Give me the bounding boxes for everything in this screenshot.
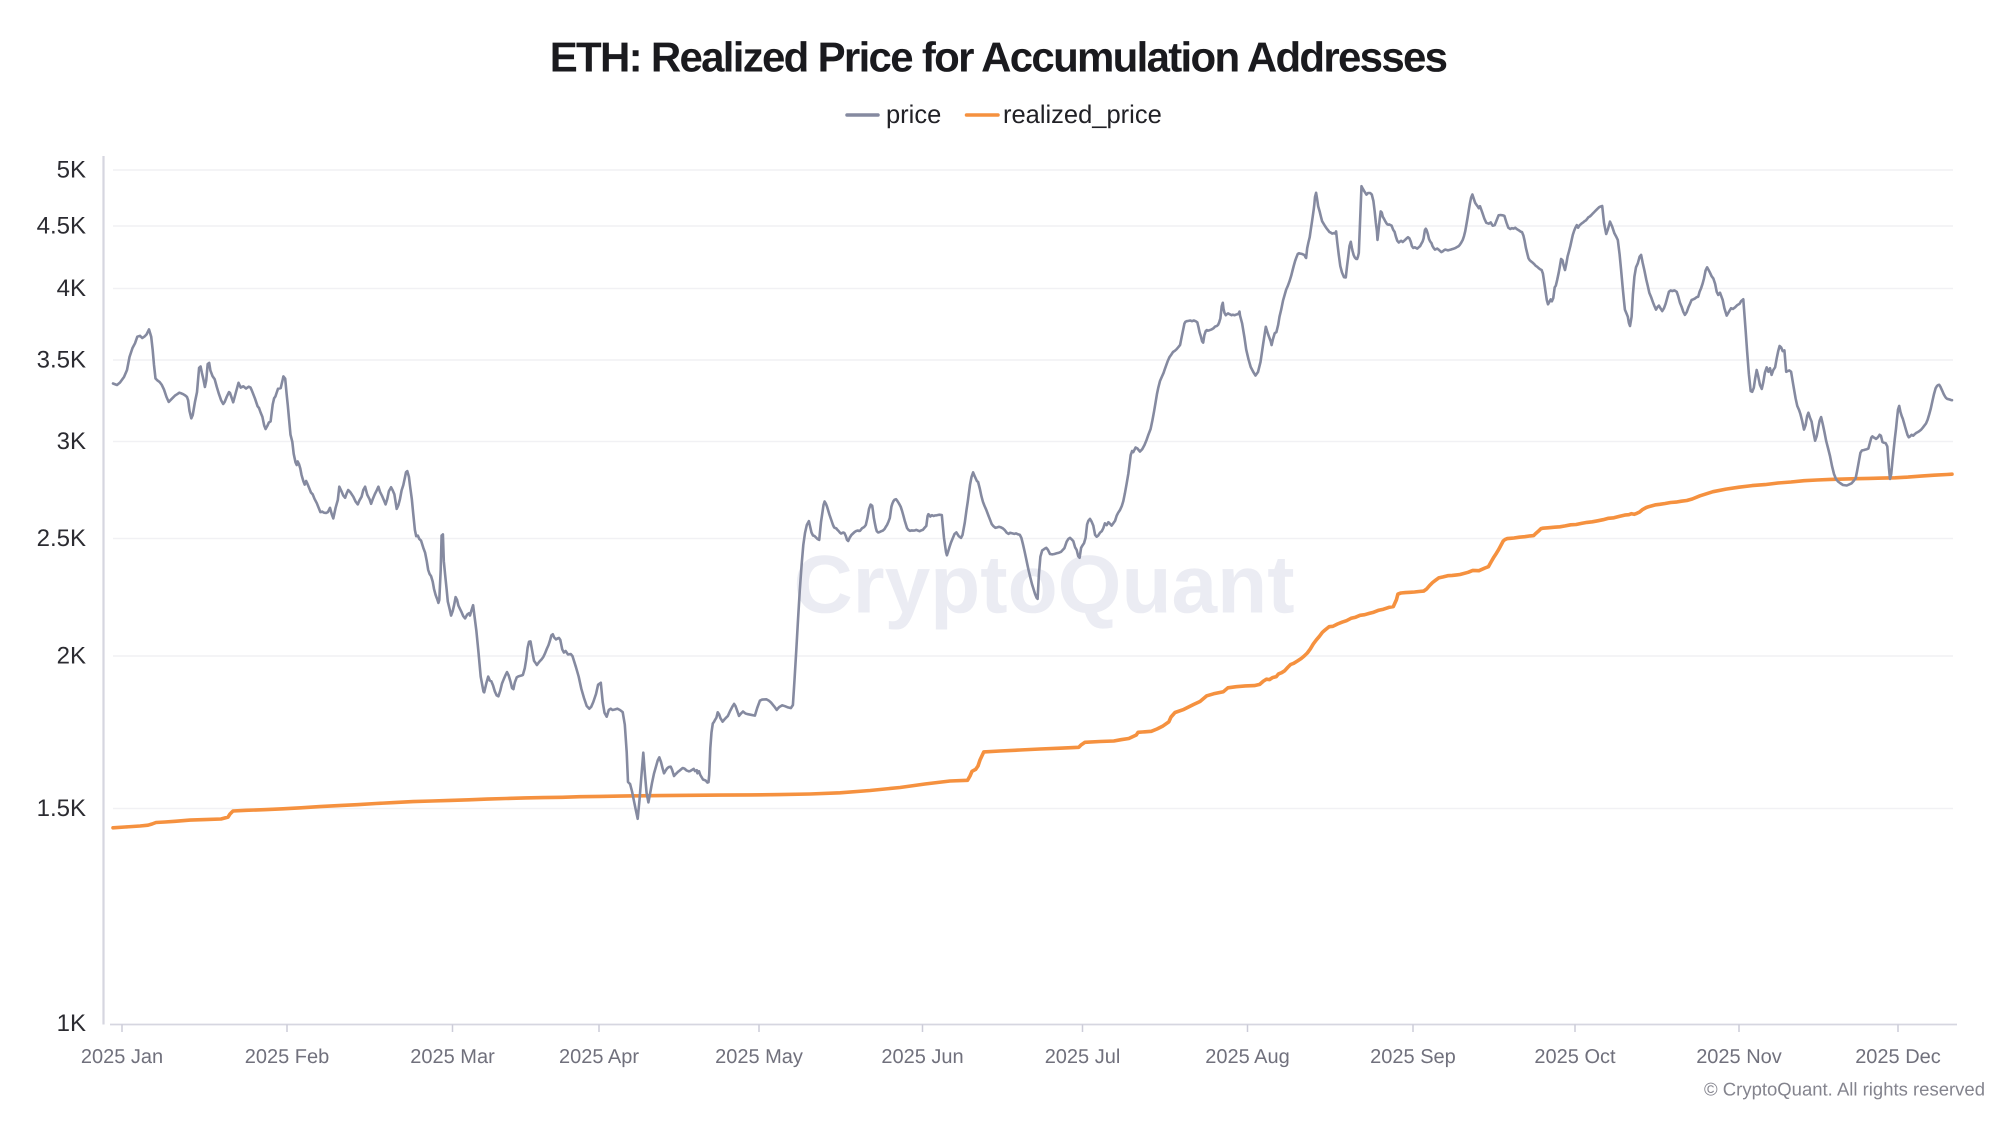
svg-text:realized_price: realized_price <box>1003 101 1162 129</box>
svg-text:4.5K: 4.5K <box>37 213 86 240</box>
svg-text:2025 Feb: 2025 Feb <box>245 1046 330 1068</box>
svg-text:CryptoQuant: CryptoQuant <box>793 540 1294 631</box>
svg-text:2025 Apr: 2025 Apr <box>559 1046 639 1068</box>
svg-text:3.5K: 3.5K <box>37 347 86 374</box>
svg-text:2025 Jun: 2025 Jun <box>881 1046 963 1068</box>
svg-text:5K: 5K <box>57 157 86 184</box>
svg-text:2025 Dec: 2025 Dec <box>1855 1046 1941 1068</box>
svg-text:2025 Mar: 2025 Mar <box>410 1046 495 1068</box>
svg-text:2025 Jul: 2025 Jul <box>1045 1046 1121 1068</box>
svg-text:3K: 3K <box>57 428 86 455</box>
svg-text:2.5K: 2.5K <box>37 525 86 552</box>
svg-text:4K: 4K <box>57 275 86 302</box>
svg-text:2025 Sep: 2025 Sep <box>1370 1046 1456 1068</box>
svg-text:1.5K: 1.5K <box>37 795 86 822</box>
svg-text:© CryptoQuant. All rights rese: © CryptoQuant. All rights reserved <box>1704 1079 1985 1100</box>
svg-text:ETH: Realized Price for Accumu: ETH: Realized Price for Accumulation Add… <box>550 34 1447 81</box>
svg-text:2K: 2K <box>57 643 86 670</box>
svg-text:2025 May: 2025 May <box>715 1046 803 1068</box>
svg-text:2025 Nov: 2025 Nov <box>1696 1046 1782 1068</box>
svg-text:2025 Aug: 2025 Aug <box>1205 1046 1290 1068</box>
svg-text:price: price <box>886 101 941 129</box>
svg-text:2025 Jan: 2025 Jan <box>81 1046 163 1068</box>
svg-text:1K: 1K <box>57 1010 86 1037</box>
svg-text:2025 Oct: 2025 Oct <box>1534 1046 1616 1068</box>
